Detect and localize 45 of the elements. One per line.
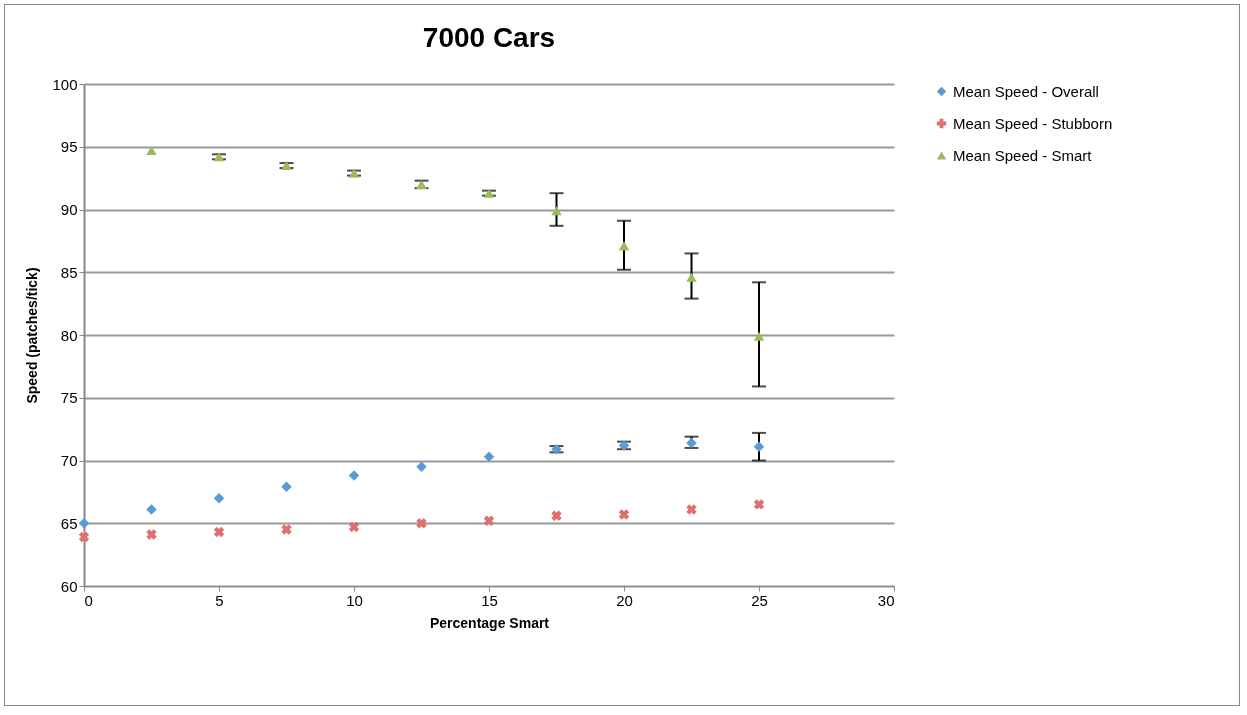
y-axis-title: Speed (patches/tick)	[24, 267, 41, 404]
y-tick-label: 85	[60, 263, 78, 281]
y-tick-label: 75	[60, 389, 78, 407]
point	[78, 518, 90, 529]
point	[618, 241, 630, 251]
point	[483, 515, 495, 526]
x-tick-label: 25	[751, 591, 768, 609]
point	[213, 526, 225, 538]
x-axis-title: Percentage Smart	[429, 614, 550, 631]
y-tick-label: 80	[60, 326, 78, 344]
point	[281, 481, 292, 493]
point	[551, 206, 562, 216]
point	[618, 509, 630, 520]
x-tick-label: 5	[215, 591, 224, 609]
chart-title: 7000 Cars	[422, 22, 556, 53]
y-tick-label: 60	[60, 577, 78, 595]
point	[753, 499, 765, 510]
point	[483, 451, 495, 462]
y-tick-label: 95	[60, 138, 78, 156]
x-tick-label: 30	[877, 591, 895, 609]
point	[416, 518, 427, 529]
x-tick-label: 0	[84, 591, 93, 609]
y-tick-label: 100	[52, 75, 78, 93]
point	[146, 145, 157, 156]
point	[686, 504, 697, 515]
point	[78, 531, 90, 543]
point	[551, 510, 562, 521]
x-tick-label: 20	[616, 591, 633, 609]
y-tick-label: 70	[60, 452, 78, 469]
point	[753, 331, 765, 341]
point	[686, 272, 697, 282]
x-tick-label: 10	[346, 591, 363, 609]
point	[348, 470, 360, 481]
y-tick-label: 65	[60, 514, 78, 532]
point	[753, 441, 765, 452]
point	[146, 529, 157, 540]
y-tick-label: 90	[60, 201, 78, 218]
point	[416, 461, 427, 473]
legend-label: Mean Speed - Smart	[953, 146, 1093, 164]
legend-label: Mean Speed - Overall	[953, 82, 1099, 100]
x-tick-label: 15	[481, 591, 498, 609]
point	[146, 504, 157, 515]
point	[213, 492, 225, 504]
point	[348, 521, 360, 533]
legend-label: Mean Speed - Stubborn	[953, 114, 1113, 132]
